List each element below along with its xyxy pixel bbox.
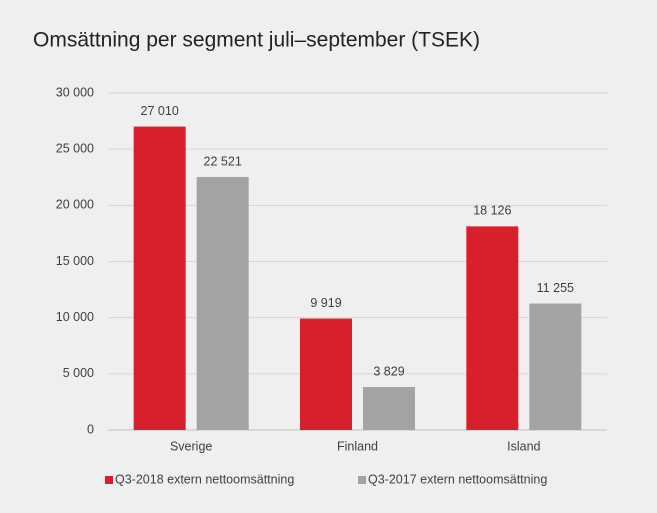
- data-label: 18 126: [473, 204, 511, 218]
- y-tick-label: 25 000: [56, 141, 94, 155]
- bar: [300, 318, 352, 430]
- bar: [466, 226, 519, 430]
- legend-swatch: [105, 476, 113, 484]
- bar: [133, 126, 186, 430]
- bar: [363, 386, 415, 430]
- x-tick-label: Island: [507, 439, 540, 453]
- y-tick-label: 10 000: [56, 310, 94, 324]
- data-label: 9 919: [310, 296, 341, 310]
- data-label: 22 521: [204, 154, 242, 168]
- x-tick-label: Finland: [337, 439, 378, 453]
- y-tick-label: 15 000: [56, 254, 94, 268]
- y-tick-label: 30 000: [56, 85, 94, 99]
- legend-label: Q3-2018 extern nettoomsättning: [115, 472, 294, 486]
- y-tick-label: 0: [87, 422, 94, 436]
- bar: [529, 303, 582, 430]
- legend-label: Q3-2017 extern nettoomsättning: [368, 472, 547, 486]
- data-label: 3 829: [373, 364, 404, 378]
- data-label: 27 010: [141, 104, 179, 118]
- x-tick-label: Sverige: [170, 439, 212, 453]
- bar: [196, 177, 249, 430]
- legend-swatch: [358, 476, 366, 484]
- y-tick-label: 5 000: [63, 366, 94, 380]
- data-label: 11 255: [537, 281, 574, 295]
- chart-title: Omsättning per segment juli–september (T…: [33, 29, 480, 52]
- y-tick-label: 20 000: [56, 198, 94, 212]
